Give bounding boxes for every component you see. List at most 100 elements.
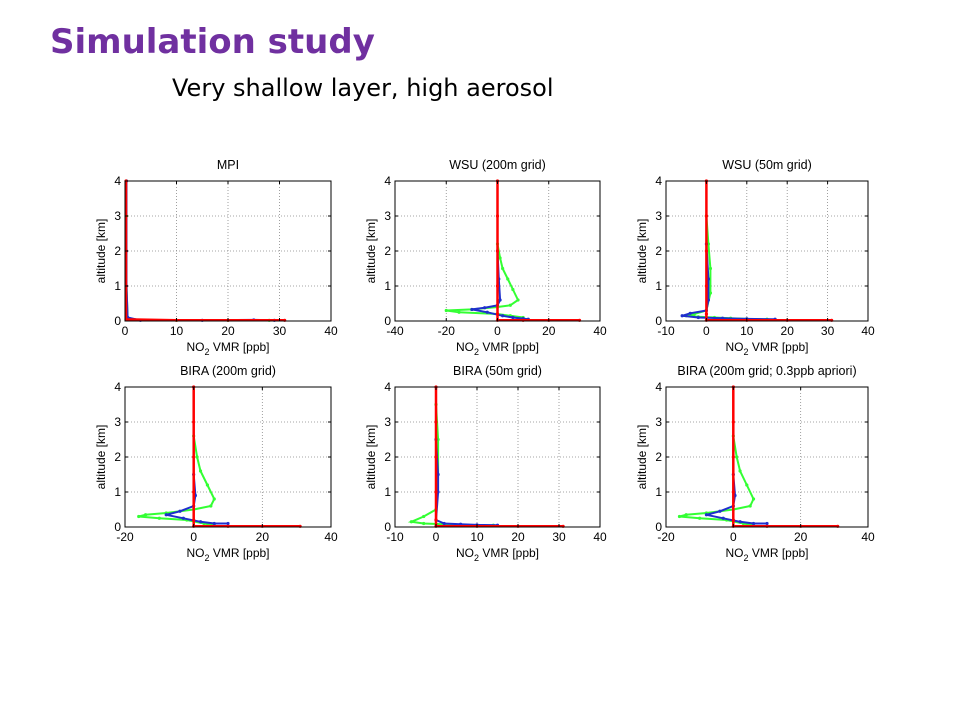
data-point-blue <box>459 522 463 526</box>
x-tick-label: 10 <box>740 324 754 338</box>
data-point-red <box>731 518 735 522</box>
y-tick-label: 3 <box>655 415 662 429</box>
data-point-green <box>498 256 502 260</box>
y-tick-label: 1 <box>384 485 391 499</box>
data-point-blue <box>718 509 722 513</box>
x-tick-label: 20 <box>542 324 556 338</box>
data-point-green <box>508 303 512 307</box>
y-tick-label: 2 <box>655 450 662 464</box>
data-point-green <box>212 497 216 501</box>
data-point-blue <box>680 314 684 318</box>
y-tick-label: 3 <box>114 209 121 223</box>
x-tick-label: 0 <box>494 324 501 338</box>
data-point-red <box>704 214 709 218</box>
y-tick-label: 4 <box>114 174 121 188</box>
y-tick-label: 4 <box>384 174 391 188</box>
data-point-red <box>731 455 735 459</box>
data-point-blue <box>483 306 487 310</box>
series-line-green <box>685 215 768 321</box>
data-point-green <box>511 287 515 292</box>
data-point-green <box>422 521 426 526</box>
data-point-blue <box>164 513 168 517</box>
data-point-blue <box>181 516 185 520</box>
data-point-green <box>144 513 148 517</box>
data-point-red <box>434 490 438 494</box>
x-tick-label: -10 <box>386 530 404 544</box>
data-point-green <box>708 291 713 295</box>
y-tick-label: 4 <box>655 380 662 394</box>
chart-title: WSU (50m grid) <box>722 158 812 172</box>
data-point-green <box>157 516 161 520</box>
x-tick-label: 0 <box>730 530 737 544</box>
series-line-blue <box>706 474 767 525</box>
data-point-red <box>192 518 196 522</box>
data-point-green <box>738 469 742 473</box>
y-tick-label: 2 <box>114 244 121 258</box>
chart-panel: 0 10 20 30 40 0 1 2 3 4 MPI NO2 VMR [ppb] altitude [… <box>94 158 338 357</box>
x-tick-label: 40 <box>861 530 875 544</box>
data-point-green <box>195 455 199 459</box>
slide-subtitle: Very shallow layer, high aerosol <box>172 74 554 102</box>
data-point-green <box>209 504 213 508</box>
data-point-blue <box>704 513 709 517</box>
x-axis-label: NO2 VMR [ppb] <box>725 340 808 357</box>
data-point-green <box>751 497 756 501</box>
data-point-blue <box>485 310 489 314</box>
data-point-green <box>708 266 713 271</box>
y-tick-label: 3 <box>114 415 121 429</box>
x-tick-label: 40 <box>593 530 607 544</box>
data-point-blue <box>498 298 502 302</box>
data-point-blue <box>720 316 725 320</box>
y-tick-label: 2 <box>655 244 662 258</box>
series-line-blue <box>434 439 498 527</box>
x-tick-label: 0 <box>122 324 129 338</box>
x-axis-label: NO2 VMR [ppb] <box>186 546 269 563</box>
y-tick-label: 1 <box>655 279 662 293</box>
y-tick-label: 3 <box>384 209 391 223</box>
y-axis-label: altitude [km] <box>635 219 649 284</box>
y-axis-label: altitude [km] <box>364 425 378 490</box>
x-tick-label: 0 <box>703 324 710 338</box>
x-tick-label: 40 <box>324 530 338 544</box>
x-axis-label: NO2 VMR [ppb] <box>456 340 539 357</box>
data-point-green <box>205 483 209 487</box>
chart-title: BIRA (50m grid) <box>453 364 542 378</box>
x-tick-label: 20 <box>256 530 270 544</box>
data-point-blue <box>696 315 700 320</box>
x-tick-label: 30 <box>273 324 287 338</box>
y-tick-label: 4 <box>655 174 662 188</box>
data-point-red <box>495 214 500 218</box>
data-point-green <box>735 455 739 459</box>
y-tick-label: 0 <box>384 520 391 534</box>
x-tick-label: 10 <box>470 530 484 544</box>
data-point-red <box>731 420 735 424</box>
data-point-blue <box>765 521 769 526</box>
x-tick-label: 20 <box>794 530 808 544</box>
data-point-red <box>192 455 196 459</box>
chart-title: BIRA (200m grid) <box>180 364 276 378</box>
data-point-blue <box>470 307 474 312</box>
x-tick-label: 20 <box>781 324 795 338</box>
x-tick-label: 20 <box>511 530 525 544</box>
data-point-red <box>192 490 196 494</box>
data-point-blue <box>688 311 692 315</box>
x-tick-label: 30 <box>821 324 835 338</box>
x-tick-label: 20 <box>221 324 235 338</box>
x-axis-label: NO2 VMR [ppb] <box>456 546 539 563</box>
y-tick-label: 0 <box>384 314 391 328</box>
data-point-green <box>422 514 426 519</box>
data-point-blue <box>738 520 742 524</box>
y-axis-label: altitude [km] <box>94 219 108 284</box>
data-point-green <box>137 514 141 519</box>
data-point-blue <box>721 516 725 520</box>
data-point-green <box>501 266 505 271</box>
data-point-green <box>684 513 688 517</box>
data-point-red <box>704 284 709 288</box>
y-axis-label: altitude [km] <box>635 425 649 490</box>
chart-title: MPI <box>217 158 239 172</box>
data-point-green <box>198 469 203 473</box>
chart-panel: -40 -20 0 20 40 0 1 2 3 4 WSU (200m grid) NO2 VMR [… <box>364 158 607 357</box>
